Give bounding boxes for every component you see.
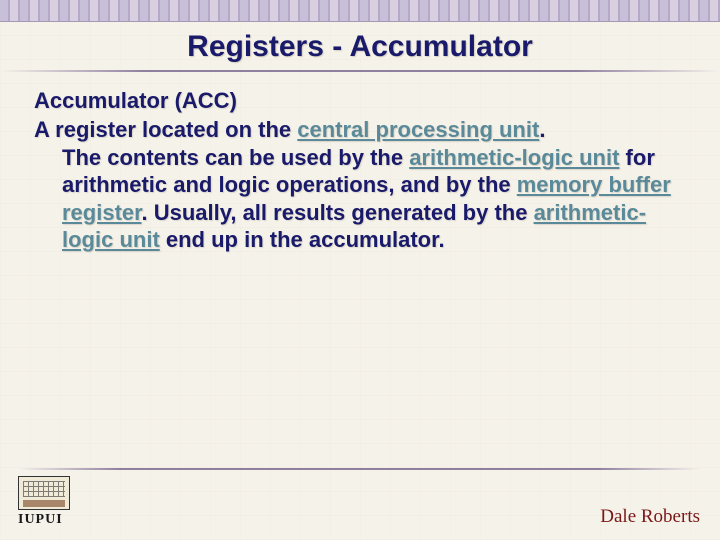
text-fragment: A register located on the [34,117,297,142]
logo-text: IUPUI [18,512,70,528]
title-underline [0,70,720,72]
author-name: Dale Roberts [600,506,700,528]
text-fragment: . [539,117,545,142]
logo-building-icon [18,476,70,510]
body-paragraph: A register located on the central proces… [34,116,686,254]
indented-block: The contents can be used by the arithmet… [34,144,686,254]
iupui-logo: IUPUI [18,476,70,528]
text-fragment: . Usually, all results generated by the [142,200,534,225]
slide-content: Accumulator (ACC) A register located on … [0,84,720,254]
footer-divider [18,468,700,470]
text-fragment: end up in the accumulator. [160,227,445,252]
decorative-top-border [0,0,720,22]
link-cpu[interactable]: central processing unit [297,117,539,142]
slide-title: Registers - Accumulator [0,22,720,70]
footer: IUPUI Dale Roberts [18,476,700,528]
subheading: Accumulator (ACC) [34,88,686,114]
link-alu-1[interactable]: arithmetic-logic unit [409,145,619,170]
text-fragment: The contents can be used by the [62,145,409,170]
